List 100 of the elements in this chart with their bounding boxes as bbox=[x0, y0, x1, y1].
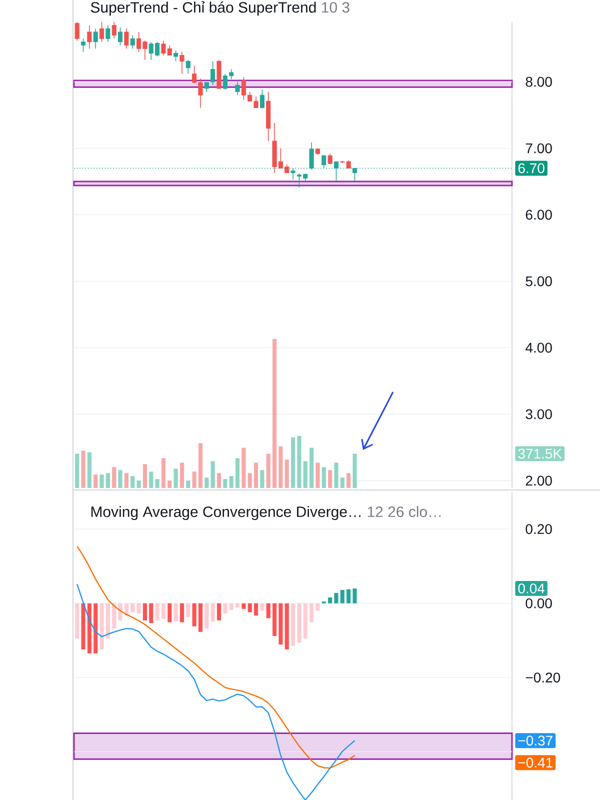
bar bbox=[254, 462, 258, 488]
bar bbox=[216, 603, 222, 620]
bar bbox=[174, 603, 178, 622]
bar bbox=[112, 467, 116, 488]
y-tick-label: 0.20 bbox=[526, 524, 552, 534]
bar bbox=[94, 603, 98, 654]
candlestick bbox=[260, 89, 264, 109]
bar bbox=[180, 462, 184, 488]
bar bbox=[346, 473, 351, 488]
bar bbox=[155, 603, 160, 620]
bar bbox=[328, 597, 332, 604]
bar bbox=[161, 458, 166, 488]
bar bbox=[100, 603, 104, 650]
candlestick bbox=[235, 81, 240, 96]
bar bbox=[334, 592, 338, 604]
bar bbox=[216, 473, 222, 488]
bar bbox=[290, 603, 296, 646]
bar bbox=[198, 443, 203, 488]
bar bbox=[229, 603, 234, 610]
bar bbox=[229, 476, 234, 488]
bar bbox=[100, 474, 104, 488]
candlestick bbox=[124, 28, 129, 49]
bar bbox=[303, 603, 308, 639]
bar bbox=[142, 464, 147, 488]
bar bbox=[118, 470, 122, 488]
bar bbox=[112, 603, 116, 629]
y-tick-label: 7.00 bbox=[526, 143, 552, 154]
bar bbox=[168, 603, 172, 622]
bar bbox=[278, 446, 283, 488]
candlestick bbox=[174, 50, 178, 62]
bar bbox=[186, 480, 190, 488]
bar bbox=[260, 470, 264, 488]
bar bbox=[248, 473, 252, 488]
candlestick bbox=[180, 52, 184, 74]
y-tick-label: 4.00 bbox=[526, 342, 552, 353]
chart-title: SuperTrend - Chỉ báo SuperTrend bbox=[90, 1, 316, 16]
bar bbox=[180, 603, 184, 622]
bar bbox=[94, 474, 98, 488]
bar bbox=[303, 461, 308, 488]
bar bbox=[254, 603, 258, 616]
bar bbox=[316, 462, 320, 488]
candlestick bbox=[87, 24, 92, 49]
y-tick-label: 0.00 bbox=[526, 598, 552, 608]
bar bbox=[284, 603, 289, 650]
bar bbox=[198, 603, 203, 632]
bar bbox=[278, 603, 283, 645]
bar bbox=[260, 603, 264, 611]
candlestick bbox=[334, 161, 339, 182]
y-tick-label: −0.20 bbox=[526, 672, 560, 682]
bar bbox=[81, 603, 86, 650]
candlestick bbox=[328, 153, 332, 165]
bar bbox=[297, 436, 302, 488]
y-tick-label: 6.00 bbox=[526, 210, 552, 220]
candlestick bbox=[74, 22, 80, 42]
bar bbox=[322, 467, 326, 488]
bar bbox=[192, 603, 196, 626]
candlestick bbox=[118, 26, 123, 46]
bar bbox=[149, 472, 154, 488]
y-tick-label: 2.00 bbox=[526, 476, 552, 486]
bar bbox=[248, 603, 252, 612]
bar bbox=[290, 437, 296, 488]
bar bbox=[310, 603, 314, 622]
bar bbox=[310, 448, 314, 488]
bar bbox=[352, 588, 357, 604]
candlestick bbox=[322, 154, 326, 169]
bar bbox=[204, 603, 209, 629]
bar bbox=[106, 603, 110, 639]
candlestick bbox=[130, 34, 135, 49]
text: −0.41 bbox=[518, 758, 552, 768]
candlestick bbox=[290, 168, 296, 180]
bar bbox=[210, 603, 215, 622]
candlestick bbox=[210, 60, 216, 86]
bar bbox=[124, 473, 128, 488]
bar bbox=[87, 603, 92, 654]
bar bbox=[235, 458, 240, 488]
candlestick bbox=[80, 38, 86, 52]
text: Moving Average Convergence Diverge… bbox=[91, 506, 360, 520]
bar bbox=[235, 603, 240, 608]
bar bbox=[106, 473, 110, 488]
bar bbox=[340, 590, 344, 604]
bar bbox=[142, 603, 147, 620]
bar bbox=[346, 589, 351, 604]
bar bbox=[161, 603, 166, 619]
candlestick bbox=[106, 24, 110, 42]
text: −0.37 bbox=[518, 736, 552, 746]
candlestick bbox=[186, 59, 190, 74]
bar bbox=[297, 603, 302, 643]
bar bbox=[192, 472, 196, 488]
y-tick-label: 8.00 bbox=[526, 76, 552, 87]
bar bbox=[272, 338, 277, 488]
candlestick bbox=[309, 142, 314, 170]
bar bbox=[223, 603, 228, 614]
ref-line-label: 6.70 bbox=[518, 163, 544, 174]
bar bbox=[284, 460, 289, 488]
chart-subtitle: 10 3 bbox=[322, 2, 350, 13]
bar bbox=[136, 603, 141, 614]
bar bbox=[118, 603, 122, 620]
bar bbox=[87, 452, 92, 488]
bar bbox=[75, 454, 80, 488]
bar bbox=[223, 479, 228, 488]
